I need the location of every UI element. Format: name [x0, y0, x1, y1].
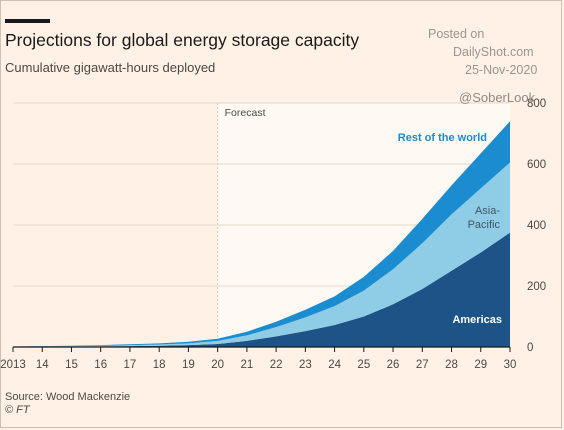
x-tick-label-2025: 25: [357, 359, 370, 371]
x-tick-label-2016: 16: [94, 359, 107, 371]
title-accent-bar: [5, 19, 50, 23]
x-tick-label-2022: 22: [270, 359, 283, 371]
x-tick-label-2030: 30: [504, 359, 517, 371]
x-tick-label-2019: 19: [182, 359, 195, 371]
watermark-site: DailyShot.com: [453, 45, 534, 59]
source-note: Source: Wood Mackenzie: [5, 391, 131, 403]
area-americas: [13, 232, 510, 347]
series-label-americas: Americas: [452, 314, 502, 326]
watermark-handle: @SoberLook: [459, 90, 536, 105]
x-tick-label-2021: 21: [240, 359, 253, 371]
y-tick-label-200: 200: [527, 281, 546, 293]
y-tick-label-800: 800: [527, 98, 546, 110]
y-tick-label-600: 600: [527, 159, 546, 171]
area-rest-of-the-world: [13, 121, 510, 347]
series-label-asia-pacific-line2: Pacific: [468, 219, 501, 231]
x-tick-label-2029: 29: [474, 359, 487, 371]
x-tick-label-2015: 15: [65, 359, 78, 371]
series-label-asia-pacific-line1: Asia-: [475, 205, 500, 217]
x-tick-label-2027: 27: [416, 359, 429, 371]
chart-title: Projections for global energy storage ca…: [5, 30, 360, 50]
watermark-posted: Posted on: [428, 27, 485, 41]
x-tick-label-2020: 20: [211, 359, 224, 371]
x-tick-label-2013: 2013: [0, 359, 26, 371]
x-tick-label-2017: 17: [124, 359, 137, 371]
x-tick-label-2028: 28: [445, 359, 458, 371]
y-tick-label-0: 0: [527, 342, 533, 354]
x-tick-label-2018: 18: [153, 359, 166, 371]
series-label-rest-of-the-world: Rest of the world: [398, 132, 487, 144]
chart-subtitle: Cumulative gigawatt-hours deployed: [5, 60, 216, 75]
credit-note: © FT: [5, 404, 30, 416]
watermark-date: 25-Nov-2020: [465, 63, 538, 77]
forecast-label: Forecast: [225, 107, 266, 119]
x-tick-label-2026: 26: [387, 359, 400, 371]
x-tick-label-2023: 23: [299, 359, 312, 371]
x-tick-label-2014: 14: [36, 359, 49, 371]
area-asia-pacific: [13, 162, 510, 347]
x-tick-label-2024: 24: [328, 359, 341, 371]
y-tick-label-400: 400: [527, 220, 546, 232]
